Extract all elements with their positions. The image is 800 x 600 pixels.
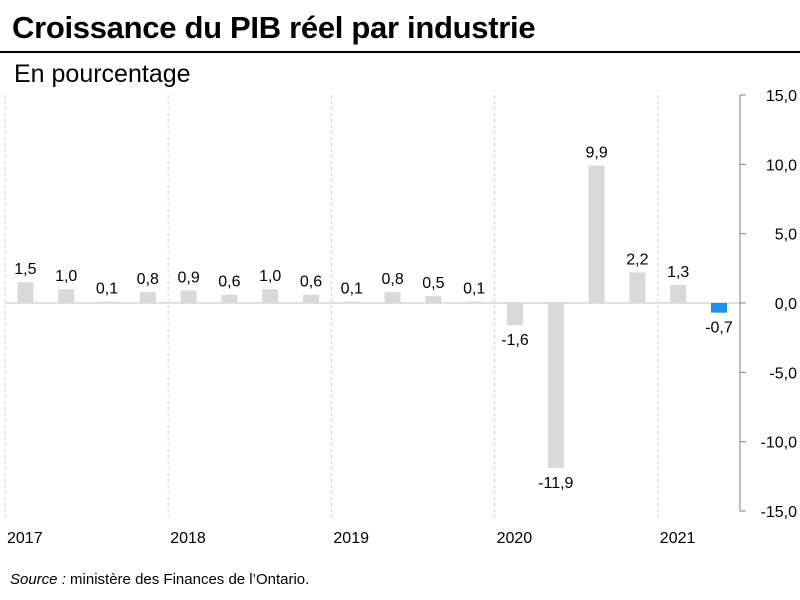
bar: [629, 272, 646, 303]
data-label: -1,6: [501, 332, 529, 349]
bar: [139, 291, 156, 303]
bar: [17, 282, 34, 303]
chart-title: Croissance du PIB réel par industrie: [12, 10, 536, 45]
y-tick-label: -15,0: [761, 504, 798, 521]
bar: [180, 290, 197, 303]
data-label: 0,6: [300, 274, 322, 291]
data-label: 0,1: [341, 281, 363, 298]
bar: [303, 294, 319, 303]
data-label: 0,8: [137, 271, 159, 288]
data-label: 1,0: [259, 268, 281, 285]
title-underline: [0, 51, 800, 53]
data-label: 1,0: [55, 268, 77, 285]
source-note: Source : ministère des Finances de l’Ont…: [10, 570, 309, 590]
y-tick-label: 5,0: [775, 227, 797, 244]
data-label: -0,7: [705, 320, 733, 337]
data-label: 0,1: [96, 281, 118, 298]
bar: [99, 301, 115, 303]
bar: [466, 301, 483, 303]
bar: [221, 294, 238, 303]
bar: [343, 301, 360, 303]
bar: [425, 296, 442, 303]
data-label: 1,5: [14, 261, 36, 278]
y-tick-label: 0,0: [775, 296, 797, 313]
data-label: 9,9: [585, 145, 607, 162]
bar: [384, 291, 401, 303]
data-label: -11,9: [538, 475, 573, 492]
source-text: ministère des Finances de l’Ontario.: [70, 571, 310, 588]
year-label: 2020: [497, 530, 533, 547]
data-label: 0,8: [381, 271, 403, 288]
data-label: 0,5: [422, 275, 444, 292]
data-label: 0,6: [218, 274, 240, 291]
bar: [711, 303, 727, 313]
year-label: 2018: [170, 530, 206, 547]
year-label: 2017: [7, 530, 43, 547]
data-label: 0,1: [463, 281, 485, 298]
bar: [547, 303, 564, 469]
data-label: 0,9: [177, 270, 199, 287]
source-label: Source :: [10, 571, 66, 588]
chart-subtitle: En pourcentage: [14, 60, 191, 88]
year-label: 2021: [660, 530, 696, 547]
bar: [588, 165, 605, 303]
data-label: 1,3: [667, 264, 689, 281]
y-tick-label: -5,0: [769, 365, 797, 382]
y-tick-label: 15,0: [766, 88, 797, 105]
bar: [670, 284, 687, 303]
year-label: 2019: [333, 530, 369, 547]
bar: [262, 289, 279, 303]
y-tick-label: -10,0: [761, 435, 798, 452]
bar: [507, 303, 523, 326]
bar: [58, 289, 75, 303]
data-label: 2,2: [626, 251, 648, 268]
y-tick-label: 10,0: [766, 157, 797, 174]
